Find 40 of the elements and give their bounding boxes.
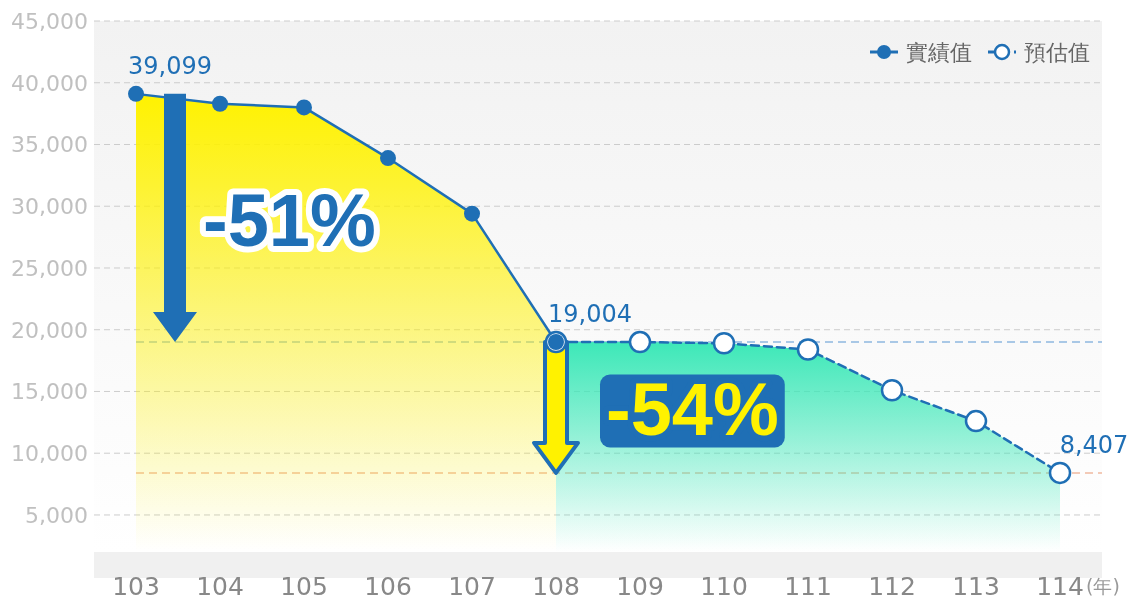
x-tick-label: 110 xyxy=(700,572,748,601)
x-tick-label: 103 xyxy=(112,572,160,601)
point xyxy=(796,338,820,361)
y-tick-label: 45,000 xyxy=(11,9,88,34)
point xyxy=(880,378,904,402)
y-tick-label: 5,000 xyxy=(25,502,88,528)
point xyxy=(628,330,652,354)
annotation: -51% xyxy=(203,178,376,262)
point xyxy=(128,85,144,102)
point xyxy=(464,205,480,222)
legend-label: 實績值 xyxy=(906,40,972,65)
data-label: 8,407 xyxy=(1059,430,1129,459)
x-tick-label: 104 xyxy=(196,572,244,601)
point xyxy=(380,150,396,167)
y-tick-label: 30,000 xyxy=(11,194,88,220)
y-tick-label: 20,000 xyxy=(11,317,88,343)
x-tick-label: 105 xyxy=(280,572,328,601)
y-tick-label: 40,000 xyxy=(11,70,88,96)
x-tick-label: 108 xyxy=(532,572,580,601)
x-tick-label: 114 xyxy=(1036,572,1084,601)
x-axis-title: (年) xyxy=(1086,575,1120,597)
point xyxy=(212,95,228,112)
x-tick-label: 113 xyxy=(952,572,1000,601)
x-tick-label: 106 xyxy=(364,572,412,601)
data-label: 19,004 xyxy=(548,300,632,329)
y-tick-label: 15,000 xyxy=(11,379,88,405)
x-tick-label: 112 xyxy=(868,572,916,601)
point xyxy=(1048,461,1072,485)
legend-label: 預估值 xyxy=(1024,40,1090,65)
data-label: 39,099 xyxy=(128,51,212,80)
x-tick-label: 109 xyxy=(616,572,664,601)
y-tick-label: 25,000 xyxy=(11,255,88,281)
point xyxy=(712,332,736,355)
annotation: -54% xyxy=(606,368,779,452)
point xyxy=(964,409,988,433)
x-tick-label: 111 xyxy=(784,572,832,601)
y-tick-label: 35,000 xyxy=(11,132,88,158)
point xyxy=(296,99,312,116)
y-tick-label: 10,000 xyxy=(11,441,88,467)
x-tick-label: 107 xyxy=(448,572,496,601)
